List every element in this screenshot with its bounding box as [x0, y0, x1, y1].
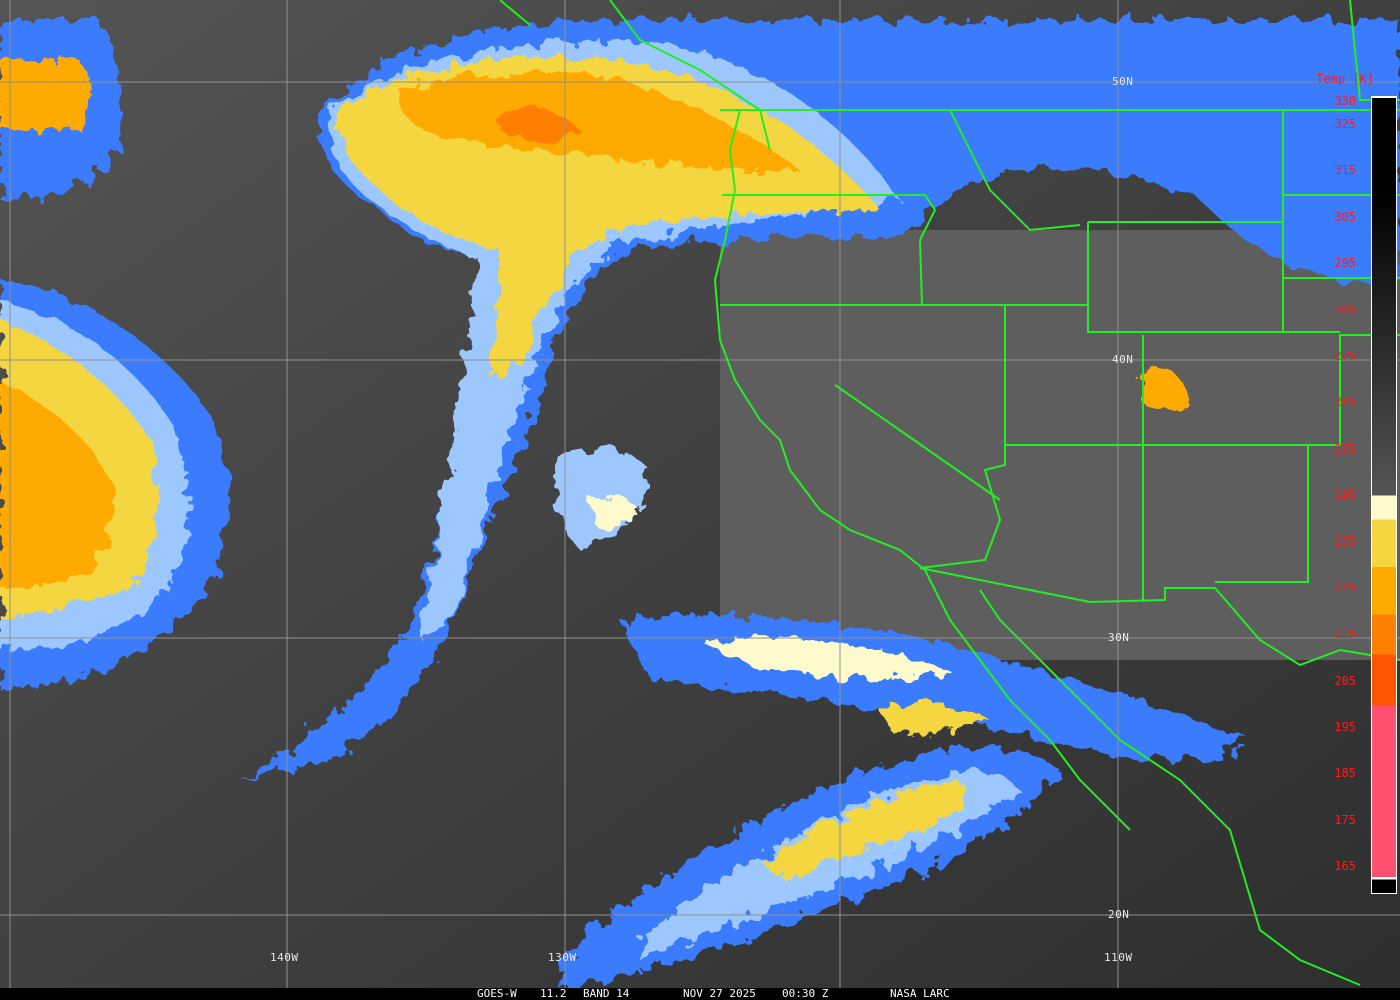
temperature-colorbar [1371, 96, 1397, 894]
colorbar-tick-305: 305 [1334, 210, 1356, 224]
lon-label-110w: 110W [1104, 951, 1133, 964]
colorbar-tick-275: 275 [1334, 349, 1356, 363]
colorbar-tick-215: 215 [1334, 627, 1356, 641]
colorbar-tick-325: 325 [1334, 117, 1356, 131]
colorbar-tick-285: 285 [1334, 303, 1356, 317]
caption-satellite: GOES-W [477, 987, 517, 1000]
caption-credit: NASA LARC [890, 987, 950, 1000]
colorbar-tick-245: 245 [1334, 488, 1356, 502]
caption-time: 00:30 Z [782, 987, 829, 1000]
colorbar-tick-295: 295 [1334, 256, 1356, 270]
lon-label-130w: 130W [548, 951, 577, 964]
colorbar-tick-315: 315 [1334, 163, 1356, 177]
colorbar-tick-165: 165 [1334, 859, 1356, 873]
lon-label-140w: 140W [270, 951, 299, 964]
colorbar-tick-205: 205 [1334, 674, 1356, 688]
caption-wavelength: 11.2 [540, 987, 567, 1000]
colorbar-tick-255: 255 [1334, 442, 1356, 456]
lat-label-30n: 30N [1108, 631, 1130, 644]
caption-band: BAND 14 [583, 987, 630, 1000]
colorbar-tick-235: 235 [1334, 534, 1356, 548]
colorbar-tick-265: 265 [1334, 395, 1356, 409]
lat-label-40n: 40N [1112, 353, 1134, 366]
lat-label-50n: 50N [1112, 75, 1134, 88]
colorbar-tick-225: 225 [1334, 581, 1356, 595]
colorbar-tick-185: 185 [1334, 766, 1356, 780]
lat-label-20n: 20N [1108, 908, 1130, 921]
colorbar-tick-195: 195 [1334, 720, 1356, 734]
colorbar-tick-330: 330 [1334, 94, 1356, 108]
coastlines-and-borders [499, 0, 1400, 986]
cloud-systems [0, 20, 1400, 990]
colorbar-title: Temp [K] [1316, 72, 1374, 86]
caption-date: NOV 27 2025 [683, 987, 756, 1000]
image-caption: GOES-W 11.2 BAND 14 NOV 27 2025 00:30 Z … [0, 988, 1400, 1000]
colorbar-tick-175: 175 [1334, 813, 1356, 827]
